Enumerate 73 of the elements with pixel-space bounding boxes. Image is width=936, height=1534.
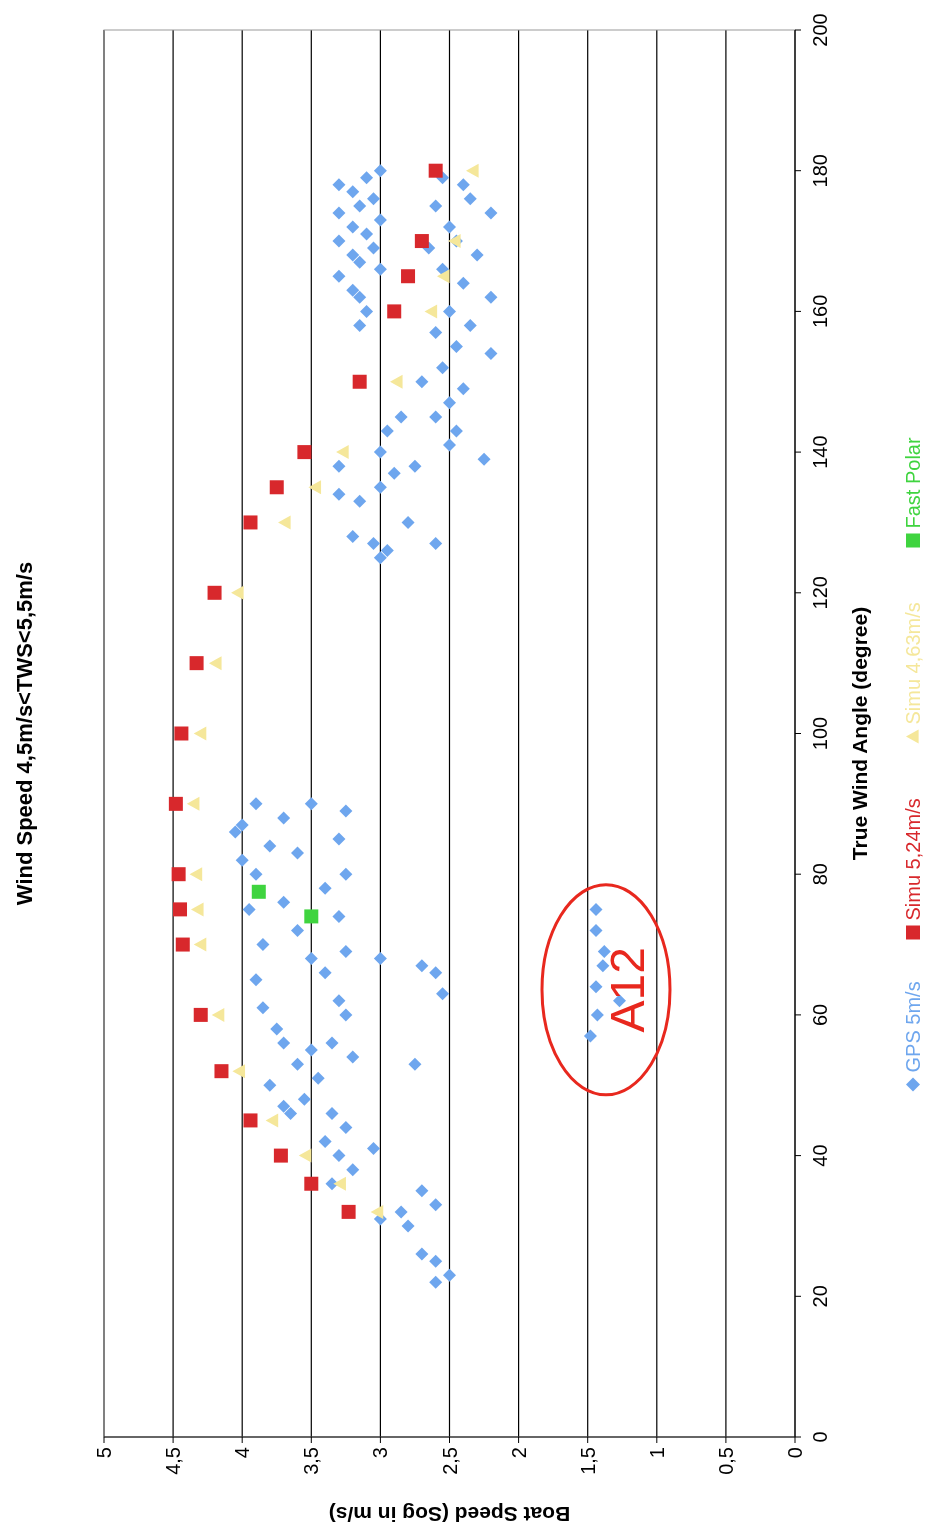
point <box>189 656 204 671</box>
point <box>189 867 203 882</box>
point <box>214 1064 229 1079</box>
point <box>193 937 207 952</box>
x-tick-label: 4 <box>231 1447 254 1459</box>
point <box>211 1007 225 1022</box>
point <box>436 269 450 284</box>
y-tick-label: 100 <box>809 716 831 751</box>
point <box>370 1204 384 1219</box>
point <box>278 515 291 530</box>
point <box>171 867 186 882</box>
point <box>175 937 190 952</box>
text: Simu 4,63m/s <box>902 602 924 725</box>
x-tick-label: 1,5 <box>576 1447 599 1475</box>
point <box>231 585 244 600</box>
y-tick-label: 120 <box>809 576 831 610</box>
text: GPS 5m/s <box>902 981 924 1073</box>
y-tick-label: 40 <box>809 1144 831 1167</box>
y-tick-label: 60 <box>809 1003 831 1027</box>
point <box>193 1007 208 1022</box>
point <box>333 1176 346 1191</box>
y-tick-label: 20 <box>809 1285 831 1308</box>
point <box>243 515 258 530</box>
annotation: A12 <box>600 947 654 1033</box>
x-tick-label: 4,5 <box>162 1447 185 1475</box>
y-axis-title: True Wind Angle (degree) <box>848 606 871 861</box>
point <box>243 1113 258 1128</box>
point <box>401 269 416 284</box>
point <box>336 445 349 460</box>
point <box>168 796 183 811</box>
point <box>428 163 443 178</box>
y-tick-label: 0 <box>809 1431 831 1443</box>
point <box>265 1113 279 1128</box>
y-tick-label: 200 <box>809 13 831 47</box>
point <box>190 902 204 917</box>
point <box>174 726 189 741</box>
point <box>273 1148 288 1163</box>
y-tick-label: 160 <box>809 294 831 329</box>
point <box>269 480 284 495</box>
x-tick-label: 3 <box>369 1447 392 1459</box>
point <box>424 304 438 319</box>
point <box>297 445 312 460</box>
x-tick-label: 0,5 <box>714 1447 737 1475</box>
point <box>341 1204 356 1219</box>
text: Fast Polar <box>902 437 924 529</box>
x-tick-label: 1 <box>645 1447 668 1459</box>
x-tick-label: 0 <box>784 1447 806 1459</box>
point <box>304 909 319 924</box>
point <box>193 726 207 741</box>
point <box>465 163 479 178</box>
x-tick-label: 3,5 <box>300 1447 323 1475</box>
point <box>232 1064 246 1079</box>
point <box>207 585 222 600</box>
point <box>304 1176 319 1191</box>
x-tick-label: 5 <box>93 1447 115 1459</box>
point <box>414 234 429 249</box>
text: Simu 5,24m/s <box>902 798 924 921</box>
point <box>352 374 367 389</box>
x-tick-label: 2 <box>507 1447 530 1459</box>
point <box>251 884 266 899</box>
y-tick-label: 140 <box>809 435 831 469</box>
point <box>308 480 322 495</box>
point <box>186 796 200 811</box>
y-tick-label: 80 <box>809 863 831 886</box>
point <box>208 656 222 671</box>
x-tick-label: 2,5 <box>438 1447 461 1475</box>
point <box>173 902 188 917</box>
point <box>389 374 403 389</box>
y-tick-label: 180 <box>809 154 831 188</box>
point <box>387 304 402 319</box>
text: Wind Speed 4,5m/s<TWS<5,5m/s <box>12 561 37 906</box>
point <box>298 1148 312 1163</box>
x-axis-title: Boat Speed (Sog in m/s) <box>328 1503 571 1526</box>
